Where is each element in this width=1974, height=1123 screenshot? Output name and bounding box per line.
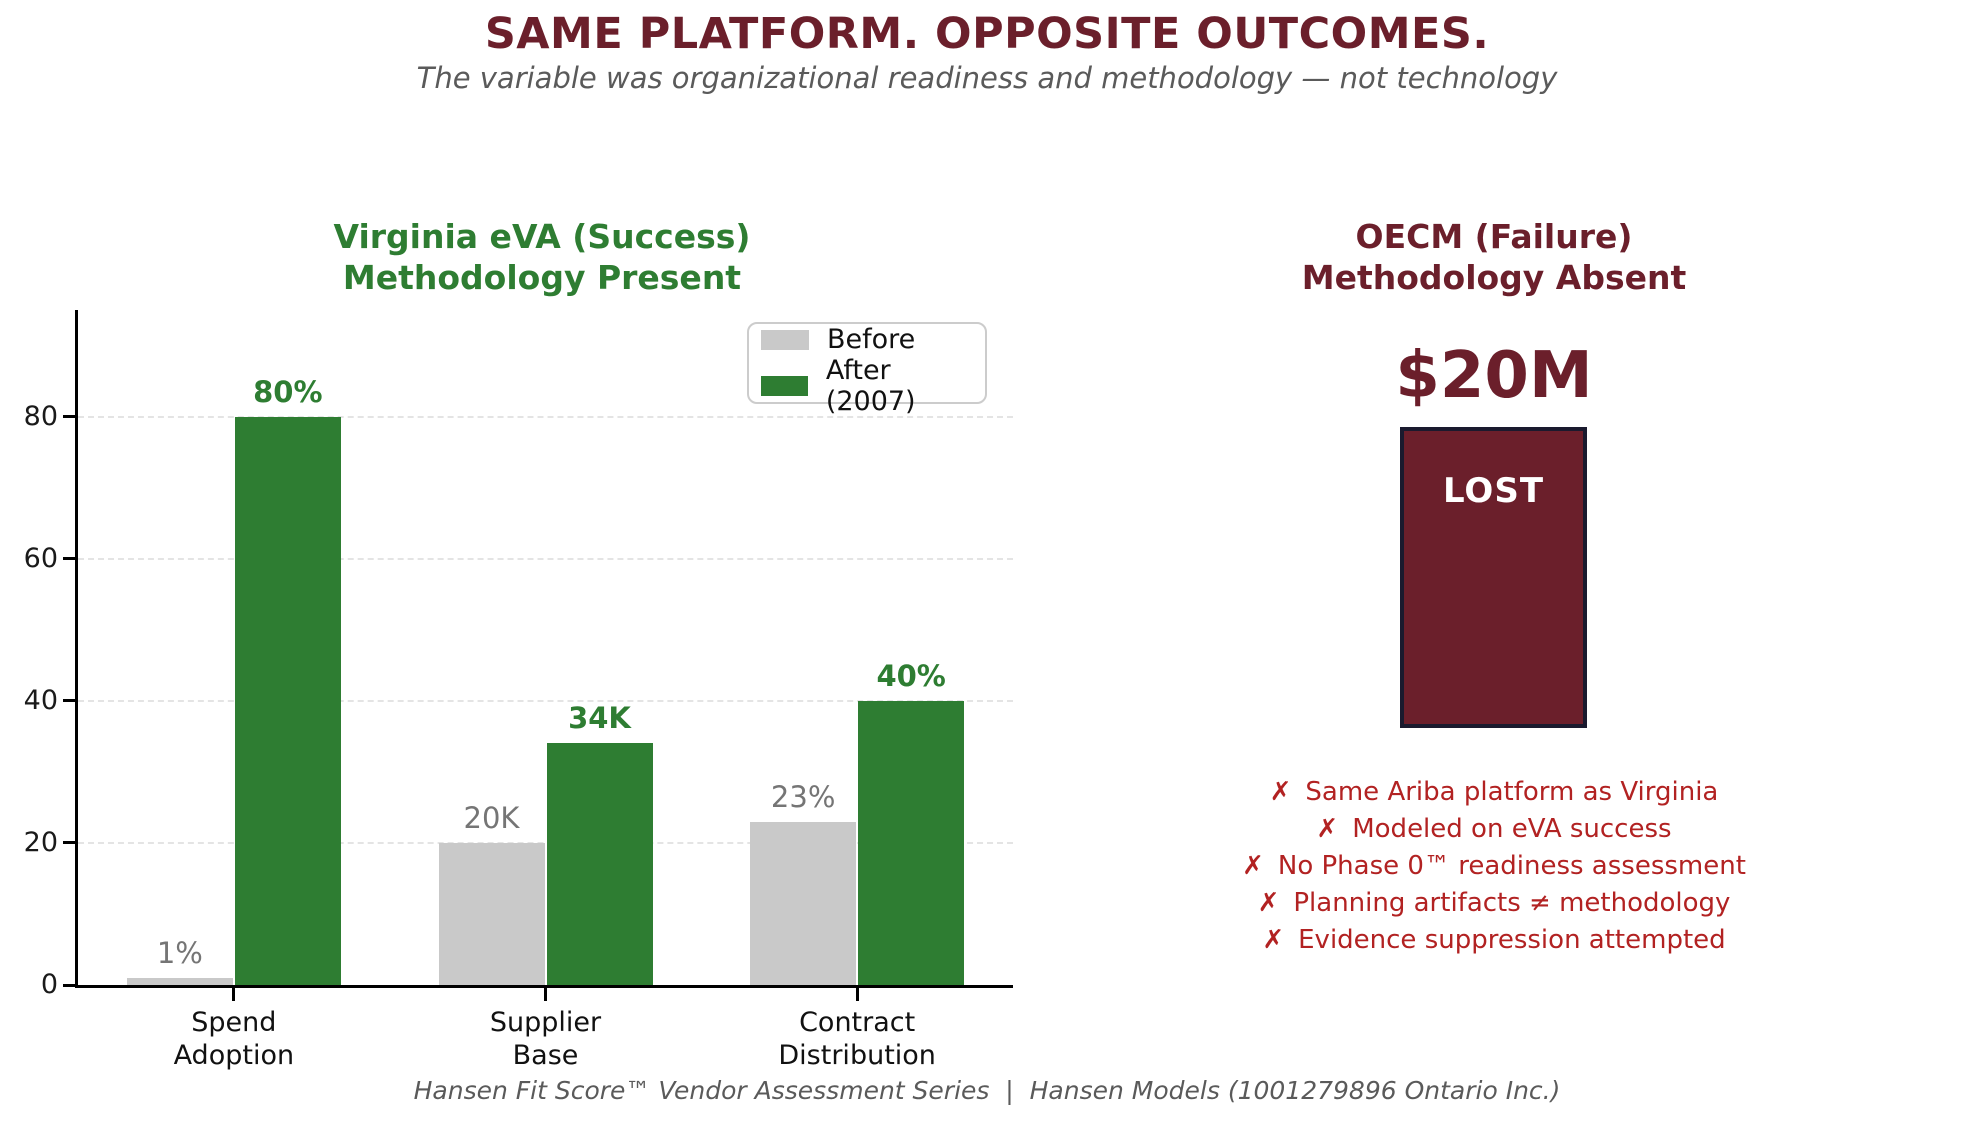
bar-chart-plot-area: 0 20 40 60 80 1% 80% Spend Adoption 20K 34K Supplie… <box>24 310 1013 1071</box>
lost-box: LOST <box>1400 427 1587 728</box>
bar-value-label-before-spend: 1% <box>156 935 203 970</box>
gridline-80 <box>78 415 1013 418</box>
lost-amount: $20M <box>1395 339 1593 413</box>
y-axis-tick-label-40: 40 <box>23 684 58 716</box>
bar-value-label-after-spend: 80% <box>253 374 323 409</box>
right-chart-title-line1: OECM (Failure) <box>1355 217 1633 256</box>
bar-value-label-before-contract: 23% <box>770 779 836 814</box>
legend-swatch-before <box>761 329 809 350</box>
failure-item-4: ✗ Planning artifacts ≠ methodology <box>1154 885 1834 922</box>
x-axis-label-supplier: Supplier Base <box>436 1006 656 1072</box>
left-chart-title: Virginia eVA (Success) Methodology Prese… <box>192 216 892 298</box>
bar-before-spend <box>126 977 233 985</box>
x-mark-icon: ✗ <box>1242 851 1264 881</box>
gridline-60 <box>78 557 1013 560</box>
x-axis-label-line: Adoption <box>173 1040 295 1071</box>
failure-item-text: Same Ariba platform as Virginia <box>1305 777 1719 807</box>
bar-after-contract <box>858 700 965 985</box>
failure-item-text: Planning artifacts ≠ methodology <box>1293 888 1731 918</box>
failure-item-3: ✗ No Phase 0™ readiness assessment <box>1154 848 1834 885</box>
failure-list: ✗ Same Ariba platform as Virginia ✗ Modeled… <box>1154 774 1834 959</box>
bar-before-supplier <box>438 842 545 985</box>
x-mark-icon: ✗ <box>1316 814 1339 844</box>
x-axis-tick-spend <box>232 988 236 1001</box>
legend-label-after: After (2007) <box>825 355 916 417</box>
y-axis-tick-label-0: 0 <box>40 969 58 1000</box>
x-axis-label-line: Supplier <box>489 1007 602 1038</box>
y-axis-tick-label-60: 60 <box>23 542 58 574</box>
bar-after-supplier <box>546 743 653 985</box>
x-axis-tick-contract <box>855 988 859 1001</box>
y-axis-tick-80 <box>63 415 75 419</box>
legend-item-after: After (2007) <box>761 355 985 417</box>
failure-item-1: ✗ Same Ariba platform as Virginia <box>1154 774 1834 811</box>
y-axis-tick-40 <box>63 699 75 703</box>
x-mark-icon: ✗ <box>1262 925 1285 955</box>
y-axis-tick-label-80: 80 <box>23 400 58 432</box>
y-axis-tick-label-20: 20 <box>23 826 58 858</box>
x-axis-tick-supplier <box>544 988 547 1001</box>
x-mark-icon: ✗ <box>1257 888 1280 918</box>
bar-value-label-after-supplier: 34K <box>568 701 631 736</box>
failure-item-text: No Phase 0™ readiness assessment <box>1277 851 1746 881</box>
failure-item-2: ✗ Modeled on eVA success <box>1154 811 1834 848</box>
footer-attribution: Hansen Fit Score™ Vendor Assessment Seri… <box>413 1076 1561 1105</box>
page-title: SAME PLATFORM. OPPOSITE OUTCOMES. <box>484 9 1490 59</box>
bar-value-label-before-supplier: 20K <box>463 800 520 835</box>
bar-value-label-after-contract: 40% <box>876 658 946 693</box>
gridline-20 <box>78 841 1013 844</box>
x-mark-icon: ✗ <box>1269 777 1292 807</box>
lost-box-label: LOST <box>1442 471 1545 511</box>
x-axis-label-contract: Contract Distribution <box>747 1006 967 1072</box>
x-axis-label-line: Contract <box>799 1007 916 1038</box>
legend-swatch-after <box>761 376 808 396</box>
x-axis-label-line: Base <box>512 1040 579 1071</box>
x-axis-label-line: Spend <box>191 1007 277 1038</box>
gridline-40 <box>78 699 1013 702</box>
y-axis-tick-0 <box>63 983 75 987</box>
left-chart-title-line2: Methodology Present <box>342 258 742 297</box>
x-axis-label-spend: Spend Adoption <box>124 1006 344 1072</box>
right-chart-title: OECM (Failure) Methodology Absent <box>1154 216 1834 298</box>
bar-before-contract <box>750 821 857 985</box>
x-axis-label-line: Distribution <box>778 1040 936 1071</box>
legend-item-before: Before <box>761 324 985 355</box>
legend-label-before: Before <box>827 324 916 355</box>
failure-item-text: Modeled on eVA success <box>1352 814 1672 844</box>
y-axis-tick-20 <box>63 841 75 845</box>
chart-legend: Before After (2007) <box>747 322 987 417</box>
failure-item-text: Evidence suppression attempted <box>1298 925 1726 955</box>
page-subtitle: The variable was organizational readines… <box>416 61 1558 95</box>
right-chart-title-line2: Methodology Absent <box>1301 258 1687 297</box>
bar-after-spend <box>234 416 341 985</box>
y-axis-tick-60 <box>63 557 75 561</box>
left-chart-title-line1: Virginia eVA (Success) <box>333 217 751 256</box>
failure-item-5: ✗ Evidence suppression attempted <box>1154 922 1834 959</box>
